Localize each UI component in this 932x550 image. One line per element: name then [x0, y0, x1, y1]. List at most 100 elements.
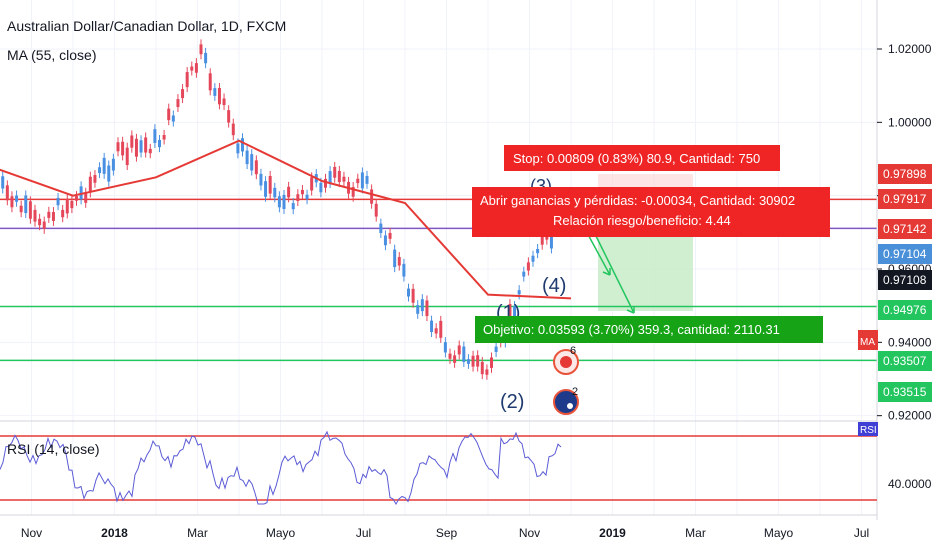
time-tick-label: Mayo [266, 526, 296, 540]
price-tag-box [878, 382, 932, 402]
candle-body [411, 288, 415, 303]
candle-body [98, 167, 102, 174]
candle-body [296, 194, 300, 202]
candle-body [370, 189, 374, 204]
candle-body [448, 353, 452, 359]
candle-body [162, 134, 166, 140]
price-tag: 0.93507 [883, 354, 927, 368]
candle-body [213, 88, 217, 96]
candle-body [324, 178, 327, 188]
candle-body [531, 255, 535, 262]
candle-body [300, 189, 304, 195]
candle-body [28, 201, 32, 219]
candle-body [107, 165, 111, 182]
candle-body [490, 357, 493, 368]
pl-label: Abrir ganancias y pérdidas: -0.00034, Ca… [480, 193, 795, 208]
price-tag: 0.97898 [883, 167, 927, 181]
price-tick-label: 0.94000 [888, 335, 932, 349]
ma-legend[interactable]: MA (55, close) [7, 47, 97, 63]
event-marker-au[interactable]: 2 [553, 386, 579, 415]
candle-body [217, 88, 221, 105]
candle-body [264, 181, 268, 197]
rsi-badge-box[interactable] [858, 422, 878, 436]
price-tag: 0.94976 [883, 303, 927, 317]
stop-label: Stop: 0.00809 (0.83%) 80.9, Cantidad: 75… [513, 151, 760, 166]
candle-body [93, 175, 97, 183]
rsi-legend[interactable]: RSI (14, close) [7, 441, 100, 457]
time-tick-label: Sep [436, 526, 458, 540]
candle-body [443, 342, 447, 353]
candle-body [393, 249, 397, 268]
price-tags: 0.97898 0.97917 0.97142 0.97104 0.97108 0.949… [878, 164, 932, 402]
candle-body [250, 154, 254, 171]
event-marker-count: 2 [572, 386, 578, 398]
price-tag-box [878, 300, 932, 320]
ma-line [0, 139, 572, 300]
candle-body [402, 263, 406, 277]
candle-body [471, 355, 475, 367]
time-tick-label: Mar [187, 526, 208, 540]
candle-body [102, 157, 106, 174]
candle-body [111, 158, 115, 171]
candle-body [287, 186, 291, 198]
time-tick-label: Jul [854, 526, 869, 540]
candle-body [171, 115, 175, 122]
candle-body [70, 200, 74, 209]
time-tick-label: 2018 [101, 526, 128, 540]
candle-body [305, 194, 309, 200]
candle-body [517, 290, 521, 295]
candle-body [416, 305, 420, 314]
candle-body [254, 160, 258, 175]
target-label-box[interactable] [475, 316, 823, 343]
candle-body [51, 212, 55, 221]
price-tag-box [878, 219, 932, 239]
candle-body [134, 138, 138, 157]
candle-body [462, 346, 466, 362]
candle-body [42, 221, 46, 229]
ma-badge-box[interactable] [858, 330, 878, 350]
candle-body [227, 110, 231, 123]
price-tag: 0.97108 [883, 273, 927, 287]
time-axis[interactable]: Nov 2018 Mar Mayo Jul Sep Nov 2019 Mar Mayo Jul [21, 526, 869, 540]
price-tag: 0.97104 [883, 247, 927, 261]
rsi-badge: RSI [860, 425, 877, 436]
candle-body [480, 361, 484, 375]
price-tag-box [878, 270, 932, 290]
candle-body [374, 203, 378, 217]
candle-body [397, 257, 401, 266]
candle-body [310, 177, 314, 191]
candle-body [222, 98, 226, 106]
stop-label-box[interactable] [504, 145, 780, 171]
candle-body [84, 192, 88, 203]
candle-body [185, 72, 189, 88]
time-tick-label: Mar [685, 526, 706, 540]
candle-body [181, 89, 185, 99]
candle-body [194, 63, 198, 73]
candle-body [199, 44, 203, 55]
candle-body [388, 232, 392, 239]
candle-body [15, 195, 19, 202]
wave-label-2: (2) [500, 391, 524, 413]
pl-label-box[interactable] [472, 187, 830, 237]
price-candles [1, 39, 567, 380]
price-tick-label: 1.00000 [888, 115, 932, 129]
candle-body [204, 52, 208, 64]
price-axis[interactable]: 1.020001.000000.980000.960000.940000.920… [877, 42, 932, 491]
candle-body [485, 369, 489, 375]
candle-body [508, 304, 512, 320]
candle-body [24, 195, 28, 214]
candle-body [430, 320, 434, 333]
candle-body [328, 171, 332, 184]
candle-body [61, 209, 65, 218]
rsi-tick-label: 40.0000 [888, 477, 932, 491]
event-marker-ca[interactable]: 6 [553, 345, 579, 375]
rr-label: Relación riesgo/beneficio: 4.44 [553, 213, 731, 228]
arrow-head [626, 306, 635, 314]
candle-body [75, 196, 78, 201]
candle-body [522, 271, 526, 277]
time-tick-label: Jul [356, 526, 371, 540]
rsi-line [0, 430, 562, 505]
candle-body [282, 194, 286, 210]
time-tick-label: 2019 [599, 526, 626, 540]
